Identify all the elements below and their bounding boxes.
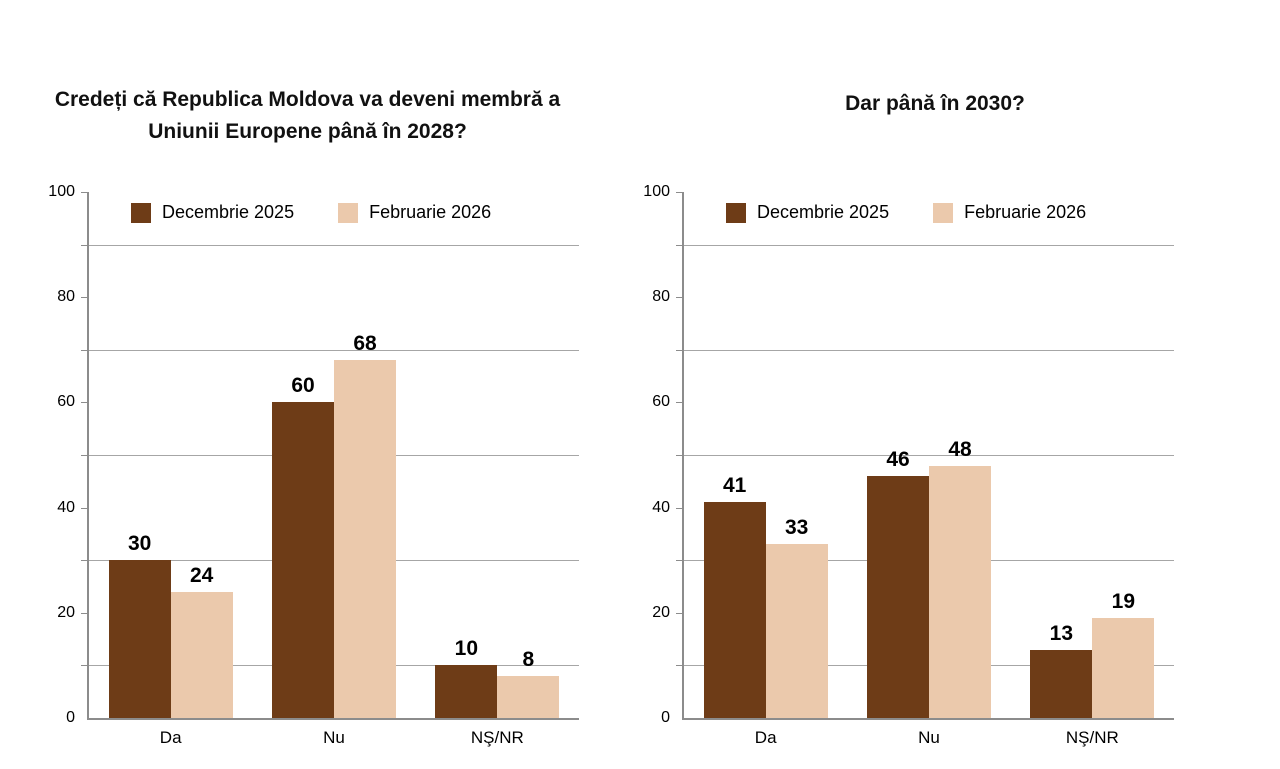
bar-decembrie-2025-nu bbox=[867, 476, 929, 718]
y-axis-label-40: 40 bbox=[652, 498, 670, 516]
y-axis-tick-80 bbox=[81, 297, 88, 299]
y-axis-tick-60 bbox=[676, 402, 683, 404]
y-axis-label-60: 60 bbox=[57, 393, 75, 411]
legend-label-decembrie-2025: Decembrie 2025 bbox=[162, 202, 295, 222]
bar-februarie-2026-da bbox=[170, 591, 233, 718]
y-axis-tick-70 bbox=[676, 349, 683, 351]
legend-item-februarie-2026: Februarie 2026 bbox=[933, 202, 1086, 223]
bar-decembrie-2025-n-nr bbox=[1030, 649, 1093, 718]
x-axis-label-nu: Nu bbox=[918, 728, 940, 747]
chart-title: Dar până în 2030? bbox=[845, 92, 1025, 115]
y-axis-tick-10 bbox=[676, 665, 683, 667]
gridline-70 bbox=[684, 349, 1174, 351]
y-axis-tick-40 bbox=[81, 507, 88, 509]
bar-value-decembrie-2025-n-nr: 13 bbox=[1049, 621, 1073, 645]
y-axis-tick-60 bbox=[81, 402, 88, 404]
x-axis-label-n-nr: NŞ/NR bbox=[1065, 728, 1119, 747]
legend-item-februarie-2026: Februarie 2026 bbox=[338, 202, 491, 223]
y-axis-tick-80 bbox=[676, 297, 683, 299]
y-axis-tick-70 bbox=[81, 349, 88, 351]
y-axis-tick-30 bbox=[81, 560, 88, 562]
legend-label-februarie-2026: Februarie 2026 bbox=[964, 202, 1087, 222]
gridline-50 bbox=[684, 455, 1174, 456]
plot-area: 0 20 40 60 80 100 30 24 Da 60 68 Nu 10 8 NŞ/NR Decembri… bbox=[48, 183, 579, 747]
legend-label-februarie-2026: Februarie 2026 bbox=[369, 202, 492, 222]
bar-februarie-2026-n-nr bbox=[497, 675, 560, 718]
x-axis-label-da: Da bbox=[159, 728, 182, 747]
legend-swatch-icon bbox=[933, 202, 954, 223]
x-axis-label-n-nr: NŞ/NR bbox=[470, 728, 524, 747]
x-axis-label-da: Da bbox=[754, 728, 777, 747]
bar-value-februarie-2026-n-nr: 8 bbox=[522, 647, 535, 671]
y-axis-label-20: 20 bbox=[652, 603, 670, 621]
y-axis-tick-50 bbox=[81, 455, 88, 456]
y-axis-label-100: 100 bbox=[643, 183, 670, 200]
y-axis-label-60: 60 bbox=[652, 393, 670, 411]
legend-swatch-icon bbox=[338, 202, 359, 223]
y-axis-label-100: 100 bbox=[48, 183, 75, 200]
bar-decembrie-2025-n-nr bbox=[435, 665, 498, 718]
bar-value-februarie-2026-da: 33 bbox=[784, 516, 809, 540]
bar-value-februarie-2026-da: 24 bbox=[189, 563, 214, 587]
bar-value-februarie-2026-nu: 68 bbox=[353, 332, 377, 356]
chart-panel-eu-2030: Dar până în 2030? 0 20 40 60 80 100 41 33 Da 46 48… bbox=[640, 0, 1280, 769]
legend-item-decembrie-2025: Decembrie 2025 bbox=[726, 202, 889, 223]
y-axis-tick-90 bbox=[81, 244, 88, 246]
bar-value-februarie-2026-n-nr: 19 bbox=[1111, 590, 1135, 614]
bar-decembrie-2025-da bbox=[703, 502, 766, 718]
y-axis-label-80: 80 bbox=[652, 288, 670, 306]
y-axis-tick-30 bbox=[676, 560, 683, 562]
plot-area: 0 20 40 60 80 100 41 33 Da 46 48 Nu 13 19 NŞ/NR Decembr… bbox=[643, 183, 1174, 747]
y-axis-tick-50 bbox=[676, 455, 683, 456]
y-axis-tick-100 bbox=[81, 192, 88, 193]
legend-label-decembrie-2025: Decembrie 2025 bbox=[757, 202, 890, 222]
bar-decembrie-2025-da bbox=[108, 560, 171, 718]
y-axis-tick-20 bbox=[81, 612, 88, 614]
y-axis-label-80: 80 bbox=[57, 288, 75, 306]
bar-decembrie-2025-nu bbox=[272, 402, 334, 718]
bar-februarie-2026-da bbox=[765, 544, 828, 718]
bar-februarie-2026-n-nr bbox=[1092, 618, 1155, 718]
legend-item-decembrie-2025: Decembrie 2025 bbox=[131, 202, 294, 223]
y-axis-tick-20 bbox=[676, 612, 683, 614]
y-axis-label-40: 40 bbox=[57, 498, 75, 516]
legend-swatch-icon bbox=[726, 202, 746, 223]
gridline-90 bbox=[89, 244, 579, 246]
bar-value-februarie-2026-nu: 48 bbox=[948, 437, 972, 461]
y-axis-label-0: 0 bbox=[66, 709, 75, 726]
chart-panel-eu-2028: Credeți că Republica Moldova va deveni m… bbox=[48, 88, 579, 747]
bar-value-decembrie-2025-nu: 46 bbox=[886, 448, 910, 472]
legend: Decembrie 2025 Februarie 2026 bbox=[131, 202, 535, 223]
bar-februarie-2026-nu bbox=[334, 360, 396, 718]
gridline-90 bbox=[684, 244, 1174, 246]
y-axis-tick-10 bbox=[81, 665, 88, 667]
bar-februarie-2026-nu bbox=[929, 465, 991, 718]
y-axis-label-20: 20 bbox=[57, 603, 75, 621]
y-axis-tick-100 bbox=[676, 192, 683, 193]
legend-swatch-icon bbox=[131, 202, 151, 223]
gridline-70 bbox=[89, 349, 579, 351]
y-axis-tick-40 bbox=[676, 507, 683, 509]
bar-value-decembrie-2025-da: 30 bbox=[127, 532, 152, 556]
bar-value-decembrie-2025-n-nr: 10 bbox=[454, 637, 478, 661]
bar-value-decembrie-2025-da: 41 bbox=[722, 474, 747, 498]
y-axis-tick-90 bbox=[676, 244, 683, 246]
bar-value-decembrie-2025-nu: 60 bbox=[291, 374, 315, 398]
chart-title: Credeți că Republica Moldova va deveni m… bbox=[54, 88, 561, 143]
y-axis-label-0: 0 bbox=[661, 709, 670, 726]
x-axis-label-nu: Nu bbox=[323, 728, 345, 747]
legend: Decembrie 2025 Februarie 2026 bbox=[726, 202, 1130, 223]
